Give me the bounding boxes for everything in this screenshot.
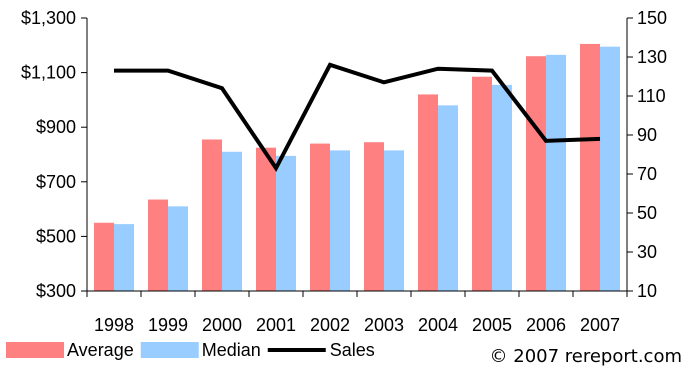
x-tick-label-2001: 2001 xyxy=(256,315,296,335)
left-tick-label: $500 xyxy=(36,226,76,246)
tick-labels-layer: $300 $500 $700 $900 $1,100 $1,300 10 30 50 70 90 11… xyxy=(21,8,667,335)
bar-average-2003 xyxy=(364,142,384,291)
bar-average-2004 xyxy=(418,94,438,291)
series-line-sales xyxy=(114,62,601,173)
bar-median-2005 xyxy=(492,84,512,291)
bar-average-1998 xyxy=(94,222,114,291)
right-tick-label: 130 xyxy=(637,47,667,67)
right-tick-label: 70 xyxy=(637,164,657,184)
legend-label-sales: Sales xyxy=(330,340,375,360)
bar-average-2007 xyxy=(580,43,600,292)
left-tick-label: $700 xyxy=(36,172,76,192)
axes-layer xyxy=(81,17,633,297)
legend-label-average: Average xyxy=(67,340,134,360)
legend-label-median: Median xyxy=(202,340,261,360)
bar-average-2000 xyxy=(202,139,222,291)
x-tick-label-2003: 2003 xyxy=(364,315,404,335)
legend-swatch-median xyxy=(140,342,199,358)
x-tick-label-2002: 2002 xyxy=(310,315,350,335)
bar-average-2005 xyxy=(472,76,492,291)
bar-median-2000 xyxy=(222,151,242,291)
left-tick-label: $1,300 xyxy=(21,8,76,28)
bar-median-2004 xyxy=(438,105,458,291)
right-tick-label: 50 xyxy=(637,203,657,223)
right-tick-label: 90 xyxy=(637,125,657,145)
bar-median-2002 xyxy=(330,150,350,291)
right-tick-label: 150 xyxy=(637,8,667,28)
x-tick-label-2005: 2005 xyxy=(472,315,512,335)
bar-median-1999 xyxy=(168,206,188,291)
x-tick-label-1999: 1999 xyxy=(148,315,188,335)
left-tick-label: $1,100 xyxy=(21,63,76,83)
right-tick-label: 30 xyxy=(637,242,657,262)
right-tick-label: 10 xyxy=(637,281,657,301)
bar-average-2002 xyxy=(310,143,330,291)
left-tick-label: $300 xyxy=(36,281,76,301)
x-tick-label-1998: 1998 xyxy=(94,315,134,335)
right-tick-label: 110 xyxy=(637,86,666,106)
x-tick-label-2006: 2006 xyxy=(526,315,566,335)
legend: Average Median Sales xyxy=(6,340,375,360)
bar-median-2006 xyxy=(546,54,566,292)
sales-line-layer xyxy=(114,62,601,173)
left-tick-label: $900 xyxy=(36,117,76,137)
bar-median-2007 xyxy=(600,46,620,291)
legend-swatch-average xyxy=(6,342,64,358)
bar-average-1999 xyxy=(148,199,168,291)
copyright-text: © 2007 rereport.com xyxy=(490,346,682,367)
bar-average-2001 xyxy=(256,147,276,291)
x-tick-label-2000: 2000 xyxy=(202,315,242,335)
bar-average-2006 xyxy=(526,56,546,291)
bar-median-2003 xyxy=(384,150,404,291)
bar-median-2001 xyxy=(276,155,296,291)
bars-layer xyxy=(94,43,620,292)
x-tick-label-2007: 2007 xyxy=(580,315,620,335)
bar-median-1998 xyxy=(114,224,134,291)
x-tick-label-2004: 2004 xyxy=(418,315,458,335)
